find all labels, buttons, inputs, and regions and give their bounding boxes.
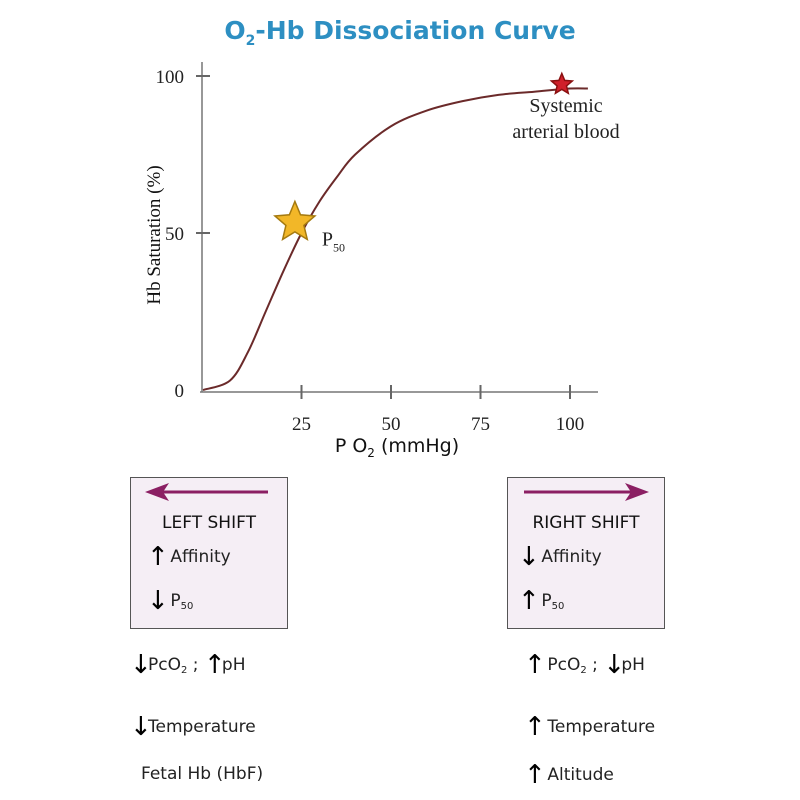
left-temperature: ↓ Temperature: [130, 714, 256, 740]
p50-sub: 50: [180, 600, 194, 612]
p50-annotation: P50: [322, 228, 345, 254]
right-pco2-ph: ↑ PcO 2 ; ↓ pH: [524, 652, 645, 678]
curve-line: [202, 87, 588, 391]
altitude-label: Altitude: [547, 765, 614, 785]
title-rest: -Hb Dissociation Curve: [255, 16, 576, 45]
pco2-label: PcO: [148, 655, 181, 675]
y-tick-label: 0: [175, 381, 185, 402]
left-shift-box: LEFT SHIFT ↑ Affinity ↓ P 50: [130, 477, 288, 629]
dissociation-chart: 25 50 75 100 0 50 100 P50 Systemic arterial bloo…: [144, 62, 620, 460]
y-tick-label: 100: [156, 67, 185, 88]
pco2-label: PcO: [547, 655, 581, 675]
left-shift-title: LEFT SHIFT: [162, 513, 256, 533]
arterial-star-icon: [549, 71, 575, 95]
up-arrow-icon: ↑: [203, 650, 226, 680]
pco2-sub: 2: [580, 664, 587, 676]
left-arrow-icon: [145, 483, 268, 501]
x-axis-label: P O2 (mmHg): [335, 435, 459, 460]
right-temperature: ↑ Temperature: [524, 714, 655, 740]
down-arrow-icon: ↓: [147, 586, 169, 616]
temperature-label: Temperature: [148, 717, 256, 737]
x-tick-label: 25: [292, 414, 311, 435]
p50-sub: 50: [551, 600, 565, 612]
diagram-title: O2-Hb Dissociation Curve: [0, 16, 800, 49]
p50-label: P: [541, 591, 552, 611]
title-sub: 2: [245, 33, 256, 49]
up-arrow-icon: ↑: [518, 586, 540, 616]
down-arrow-icon: ↓: [130, 712, 152, 742]
down-arrow-icon: ↓: [130, 650, 152, 680]
right-shift-title: RIGHT SHIFT: [532, 513, 640, 533]
right-altitude: ↑ Altitude: [524, 762, 614, 788]
left-fetal-hb: Fetal Hb (HbF): [141, 764, 263, 784]
down-arrow-icon: ↓: [518, 542, 540, 572]
y-tick-label: 50: [165, 224, 184, 245]
separator: ;: [592, 655, 598, 675]
left-pco2-ph: ↓ PcO 2 ; ↑ pH: [130, 652, 245, 678]
up-arrow-icon: ↑: [147, 542, 169, 572]
arterial-label-line2: arterial blood: [512, 121, 619, 143]
pco2-sub: 2: [180, 664, 188, 676]
up-arrow-icon: ↑: [524, 760, 546, 790]
separator: ;: [192, 655, 199, 675]
p50-star-icon: [273, 199, 317, 241]
up-arrow-icon: ↑: [524, 650, 546, 680]
temperature-label: Temperature: [547, 717, 656, 737]
x-tick-label: 75: [471, 414, 490, 435]
x-tick-label: 50: [382, 414, 401, 435]
p50-label: P: [170, 591, 181, 611]
affinity-label: Affinity: [170, 547, 231, 567]
down-arrow-icon: ↓: [603, 650, 626, 680]
fetal-hb-label: Fetal Hb (HbF): [141, 764, 264, 784]
x-tick-label: 100: [556, 414, 585, 435]
affinity-label: Affinity: [541, 547, 602, 567]
right-shift-box: RIGHT SHIFT ↓ Affinity ↑ P 50: [507, 477, 665, 629]
title-o: O: [224, 16, 246, 45]
ph-label: pH: [621, 655, 645, 675]
arterial-label-line1: Systemic: [529, 95, 602, 117]
right-arrow-icon: [524, 483, 649, 501]
y-axis-label: Hb Saturation (%): [144, 165, 165, 304]
up-arrow-icon: ↑: [524, 712, 546, 742]
ph-label: pH: [221, 655, 246, 675]
